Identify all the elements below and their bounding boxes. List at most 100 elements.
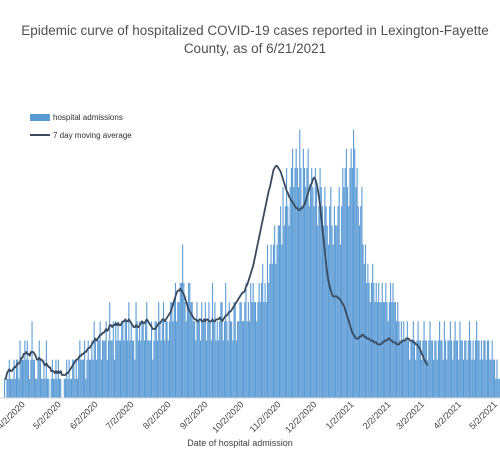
admission-bar <box>289 187 291 398</box>
admission-bar <box>162 302 165 398</box>
admission-bar <box>319 167 321 398</box>
admission-bar <box>496 359 498 398</box>
admission-bar <box>259 302 261 398</box>
admission-bar <box>453 340 455 398</box>
admission-bar <box>354 148 356 398</box>
admission-bar <box>483 340 485 398</box>
admission-bar <box>42 378 44 398</box>
admission-bar <box>27 359 29 398</box>
admission-bar <box>294 167 296 398</box>
admission-bar <box>399 340 401 398</box>
admission-bar <box>265 302 267 398</box>
admission-bar <box>335 225 337 398</box>
admission-bar <box>81 359 83 398</box>
admission-bar <box>119 340 122 398</box>
admission-bar <box>303 167 306 398</box>
admission-bar <box>226 321 228 398</box>
admission-bar <box>168 321 171 398</box>
admission-bar <box>397 302 399 398</box>
admission-bar <box>480 340 482 398</box>
admission-bar <box>19 340 21 398</box>
admission-bar <box>324 187 326 398</box>
admission-bar <box>392 282 394 398</box>
admission-bar <box>347 187 349 398</box>
admission-bar <box>85 378 87 398</box>
admission-bar <box>387 321 389 398</box>
admission-bar <box>234 302 236 398</box>
admission-bar <box>295 148 297 398</box>
admission-bar <box>421 359 423 398</box>
admission-bar <box>55 359 57 398</box>
admission-bar <box>351 167 353 398</box>
admission-bar <box>253 302 255 398</box>
admission-bar <box>268 282 270 398</box>
admission-bar <box>36 378 38 398</box>
admission-bar <box>38 340 40 398</box>
x-tick-label: 10/2/2020 <box>210 399 245 434</box>
admission-bar <box>288 225 290 398</box>
admission-bar <box>123 340 125 398</box>
admission-bar <box>250 282 252 398</box>
admission-bar <box>260 282 263 398</box>
admission-bar <box>142 321 144 398</box>
admission-bar <box>174 282 177 398</box>
admission-bar <box>98 340 100 398</box>
admission-bar <box>176 321 178 398</box>
admission-bar <box>112 321 114 398</box>
admission-bar <box>109 302 111 398</box>
admission-bar <box>497 378 499 398</box>
admission-bar <box>164 340 166 398</box>
admission-bar <box>292 148 294 398</box>
admission-bar <box>167 340 169 398</box>
admission-bar <box>183 282 185 398</box>
admission-bar <box>110 340 112 398</box>
admission-bar <box>362 244 364 398</box>
admission-bar <box>211 282 214 398</box>
admission-bar <box>21 359 24 398</box>
admission-bar <box>462 359 465 398</box>
admission-bar <box>190 302 192 398</box>
admission-bar <box>474 340 476 398</box>
admission-bar <box>451 340 453 398</box>
admission-bar <box>321 206 324 398</box>
admission-bar <box>146 302 148 398</box>
x-tick-label: 6/2/2020 <box>68 399 100 431</box>
admission-bar <box>276 244 278 398</box>
admission-bar <box>323 225 325 398</box>
admission-bar <box>221 302 223 398</box>
x-axis-title: Date of hospital admission <box>187 438 293 448</box>
admission-bar <box>208 302 210 398</box>
admission-bar <box>235 340 237 398</box>
admission-bar <box>431 340 433 398</box>
admission-bar <box>171 302 173 398</box>
x-tick-label: 9/2/2020 <box>178 399 210 431</box>
admission-bar <box>361 187 363 398</box>
admission-bar <box>99 321 101 398</box>
admission-bar <box>96 359 98 398</box>
admission-bar <box>384 302 386 398</box>
admission-bar <box>275 263 277 398</box>
admission-bar <box>409 359 411 398</box>
admission-bar <box>465 340 467 398</box>
admission-bar <box>318 206 320 398</box>
admission-bar <box>31 321 33 398</box>
admission-bar <box>155 321 157 398</box>
admission-bar <box>54 378 56 398</box>
admission-bar <box>233 302 235 398</box>
admission-bar <box>478 340 480 398</box>
admission-bar <box>342 167 344 398</box>
admission-bar <box>391 302 393 398</box>
admission-bar <box>479 359 481 398</box>
admission-bar <box>400 321 402 398</box>
admission-bar <box>201 302 203 398</box>
admission-bar <box>473 359 475 398</box>
admission-bar <box>429 321 431 398</box>
admission-bar <box>165 321 167 398</box>
admission-bar <box>227 340 229 398</box>
admission-bar <box>325 206 327 398</box>
admission-bar <box>442 359 444 398</box>
admission-bar <box>184 302 186 398</box>
admission-bar <box>84 340 86 398</box>
admission-bar <box>458 359 460 398</box>
admission-bar <box>170 302 172 398</box>
